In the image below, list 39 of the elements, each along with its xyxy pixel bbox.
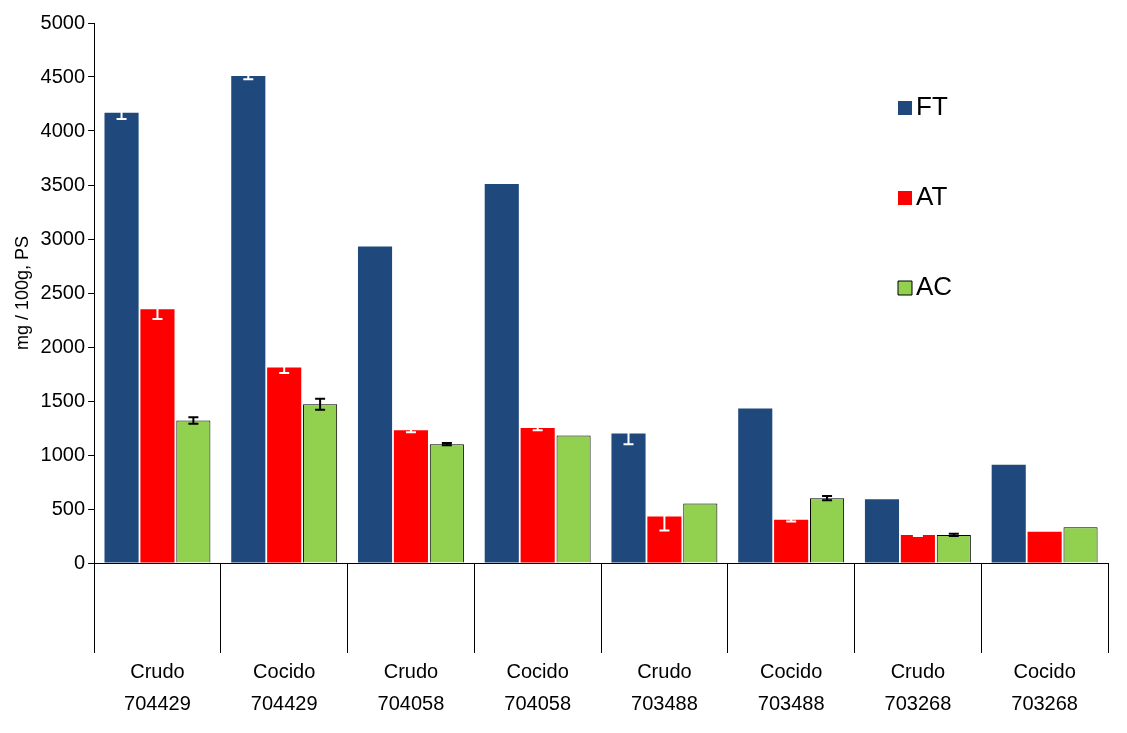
x-tick-label: Cocido 704058 bbox=[504, 659, 572, 714]
bar bbox=[393, 430, 428, 563]
x-tick-label: Cocido 703488 bbox=[757, 659, 825, 714]
y-axis-title: mg / 100g, PS bbox=[11, 235, 32, 351]
bar bbox=[484, 183, 519, 563]
bar bbox=[991, 464, 1026, 563]
bar bbox=[357, 246, 393, 563]
y-tick-label: 2000 bbox=[40, 334, 86, 357]
x-tick-label: Cocido 703268 bbox=[1011, 659, 1079, 714]
y-tick-label: 4000 bbox=[40, 118, 86, 141]
y-tick-label: 3000 bbox=[40, 226, 86, 249]
bar bbox=[140, 309, 175, 563]
bar bbox=[864, 499, 900, 563]
y-tick-label: 1500 bbox=[40, 388, 86, 411]
legend-label: AC bbox=[916, 271, 953, 302]
bar bbox=[774, 519, 809, 563]
x-tick-label: Cocido 704429 bbox=[250, 659, 318, 714]
bar bbox=[231, 75, 266, 563]
bar bbox=[520, 428, 555, 563]
legend-label: FT bbox=[916, 91, 948, 122]
x-tick-label: Crudo 704058 bbox=[377, 659, 445, 714]
y-tick-label: 0 bbox=[73, 550, 86, 573]
bar bbox=[104, 112, 139, 563]
y-tick-label: 500 bbox=[51, 496, 86, 519]
y-tick-label: 1000 bbox=[40, 442, 86, 465]
y-tick-label: 2500 bbox=[40, 280, 86, 303]
bar bbox=[900, 534, 935, 563]
x-tick-label: Crudo 703268 bbox=[884, 659, 952, 714]
bar bbox=[267, 367, 302, 563]
bar bbox=[611, 433, 646, 563]
bar bbox=[647, 516, 682, 563]
bar bbox=[1027, 531, 1062, 563]
y-tick-label: 3500 bbox=[40, 172, 86, 195]
x-tick-label: Crudo 704429 bbox=[124, 659, 191, 714]
y-tick-label: 5000 bbox=[40, 10, 86, 33]
bar bbox=[738, 408, 773, 563]
y-tick-label: 4500 bbox=[40, 64, 86, 87]
legend-label: AT bbox=[916, 181, 948, 212]
x-tick-label: Crudo 703488 bbox=[631, 659, 698, 714]
